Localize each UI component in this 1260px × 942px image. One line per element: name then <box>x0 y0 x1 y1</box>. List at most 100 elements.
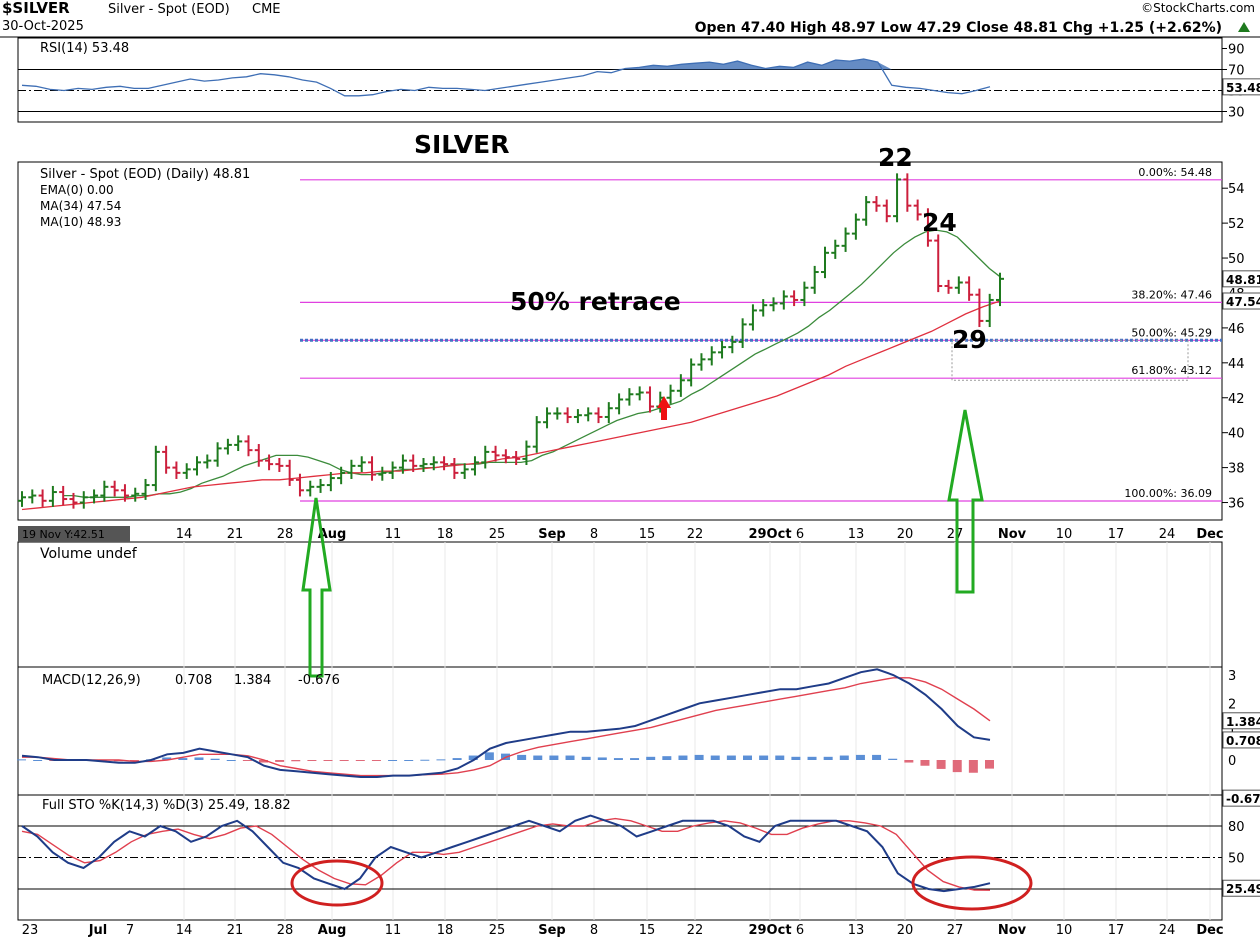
macd-histogram-bar <box>985 760 994 769</box>
chart-date: 30-Oct-2025 <box>2 19 84 34</box>
sto-tick-label: 80 <box>1228 820 1245 835</box>
bottom-date-label: 11 <box>385 923 402 938</box>
macd-histogram-bar <box>420 759 430 761</box>
macd-histogram-bar <box>242 760 252 761</box>
macd-histogram-bar <box>888 758 898 760</box>
macd-value-tag: 0.708 <box>1226 734 1260 748</box>
price-tick-label: 46 <box>1228 322 1245 337</box>
macd-tick-label: 0 <box>1228 754 1236 769</box>
fib-label: 100.00%: 36.09 <box>1124 487 1212 500</box>
date-label: 27 <box>947 527 964 542</box>
bottom-date-label: 24 <box>1159 923 1176 938</box>
bottom-date-label: Dec <box>1196 923 1223 938</box>
bottom-date-label: 21 <box>227 923 244 938</box>
ma10-line <box>63 229 1001 498</box>
date-label: 24 <box>1159 527 1176 542</box>
bottom-date-label: 25 <box>489 923 506 938</box>
macd-histogram-bar <box>726 755 736 760</box>
price-tick-label: 40 <box>1228 427 1245 442</box>
bottom-date-label: 27 <box>947 923 964 938</box>
oversold-circle-aug <box>290 859 384 907</box>
stochastic-panel <box>18 814 1222 893</box>
macd-histogram-bar <box>452 758 462 760</box>
ma34-legend: MA(34) 47.54 <box>40 199 121 213</box>
macd-histogram-bar <box>936 760 946 769</box>
date-label: 29Oct <box>748 527 791 542</box>
macd-histogram-bar <box>484 752 494 760</box>
fibonacci-levels: 0.00%: 54.48 38.20%: 47.46 50.00%: 45.29 61… <box>300 166 1222 502</box>
macd-histogram-bar <box>710 755 720 760</box>
histogram-legend-value: -0.676 <box>298 673 340 688</box>
axis-labels: 14 21 28 Aug 11 18 25 Sep 8 15 22 29Oct 6 13 20 27 Nov 10… <box>22 43 1260 938</box>
instrument-name: Silver - Spot (EOD) <box>108 2 230 17</box>
date-label: 14 <box>176 527 193 542</box>
bottom-date-label: 8 <box>590 923 598 938</box>
price-legend: Silver - Spot (EOD) (Daily) 48.81 <box>40 167 250 182</box>
crosshair-tag: 19 Nov Y:42.51 <box>22 528 105 541</box>
rsi-tick-label: 30 <box>1228 106 1245 121</box>
date-label: 20 <box>897 527 914 542</box>
exchange-label: CME <box>252 2 281 17</box>
macd-histogram-bar <box>968 760 978 773</box>
ma34-value-tag-bg <box>1222 292 1260 310</box>
date-label: 11 <box>385 527 402 542</box>
ma34-line <box>21 300 1001 511</box>
macd-histogram-bar <box>807 756 817 760</box>
up-arrow-aug <box>301 497 332 678</box>
macd-histogram-bar <box>597 757 607 760</box>
macd-histogram-bar <box>33 760 43 761</box>
date-label: 22 <box>687 527 704 542</box>
price-tick-label: 54 <box>1228 182 1245 197</box>
macd-histogram-bar <box>259 760 268 763</box>
red-buy-arrow <box>657 396 671 420</box>
rsi-panel <box>18 58 1222 112</box>
rsi-legend: RSI(14) 53.48 <box>40 41 129 56</box>
grid-lines <box>183 542 1211 920</box>
date-label: 18 <box>437 527 454 542</box>
macd-histogram-bar <box>565 755 575 760</box>
ohlc-summary: Open 47.40 High 48.97 Low 47.29 Close 48… <box>695 20 1222 36</box>
date-label: 15 <box>639 527 656 542</box>
macd-histogram-bar <box>791 756 801 760</box>
bottom-date-label: Aug <box>318 923 347 938</box>
silver-annotation: SILVER <box>414 130 509 159</box>
macd-value-tag-bg <box>1222 731 1260 749</box>
bottom-date-label: 29Oct <box>748 923 791 938</box>
macd-histogram-bar <box>388 760 398 761</box>
rsi-line <box>21 58 991 97</box>
crosshair-tag-bg <box>18 526 130 542</box>
macd-histogram-bar <box>468 755 478 760</box>
bottom-date-label: 28 <box>277 923 294 938</box>
bottom-date-label: 14 <box>176 923 193 938</box>
macd-histogram-bar <box>162 757 172 760</box>
macd-histogram-bar <box>194 757 204 760</box>
macd-signal-tag: 1.384 <box>1226 715 1260 729</box>
bottom-date-label: 10 <box>1056 923 1073 938</box>
rsi-tick-label: 90 <box>1228 43 1245 58</box>
wave-22-label: 22 <box>878 143 913 172</box>
symbol-title: $SILVER <box>2 0 70 17</box>
macd-histogram-bar <box>291 760 301 762</box>
rsi-panel-frame <box>17 37 1223 123</box>
ma34-value-tag: 47.54 <box>1226 295 1260 309</box>
retrace-annotation: 50% retrace <box>510 287 681 316</box>
retrace-zone-box <box>951 339 1189 381</box>
date-label: Nov <box>998 527 1027 542</box>
stochastic-legend: Full STO %K(14,3) %D(3) 25.49, 18.82 <box>42 798 291 813</box>
date-label: 21 <box>227 527 244 542</box>
sto-value-tag: 25.49 <box>1226 882 1260 896</box>
bottom-date-label: 6 <box>796 923 804 938</box>
ma10-legend: MA(10) 48.93 <box>40 215 121 229</box>
macd-histogram-bar <box>517 754 527 760</box>
moving-averages <box>21 229 1001 511</box>
date-label: 6 <box>796 527 804 542</box>
macd-histogram-bar <box>775 755 785 760</box>
date-label: Sep <box>538 527 566 542</box>
macd-histogram-bar <box>694 754 704 760</box>
macd-histogram-bar <box>226 760 236 761</box>
macd-panel <box>17 668 994 778</box>
signal-legend-value: 1.384 <box>234 673 271 688</box>
macd-signal-tag-bg <box>1222 712 1260 730</box>
macd-histogram-bar <box>759 755 769 760</box>
macd-histogram-bar <box>839 755 849 760</box>
